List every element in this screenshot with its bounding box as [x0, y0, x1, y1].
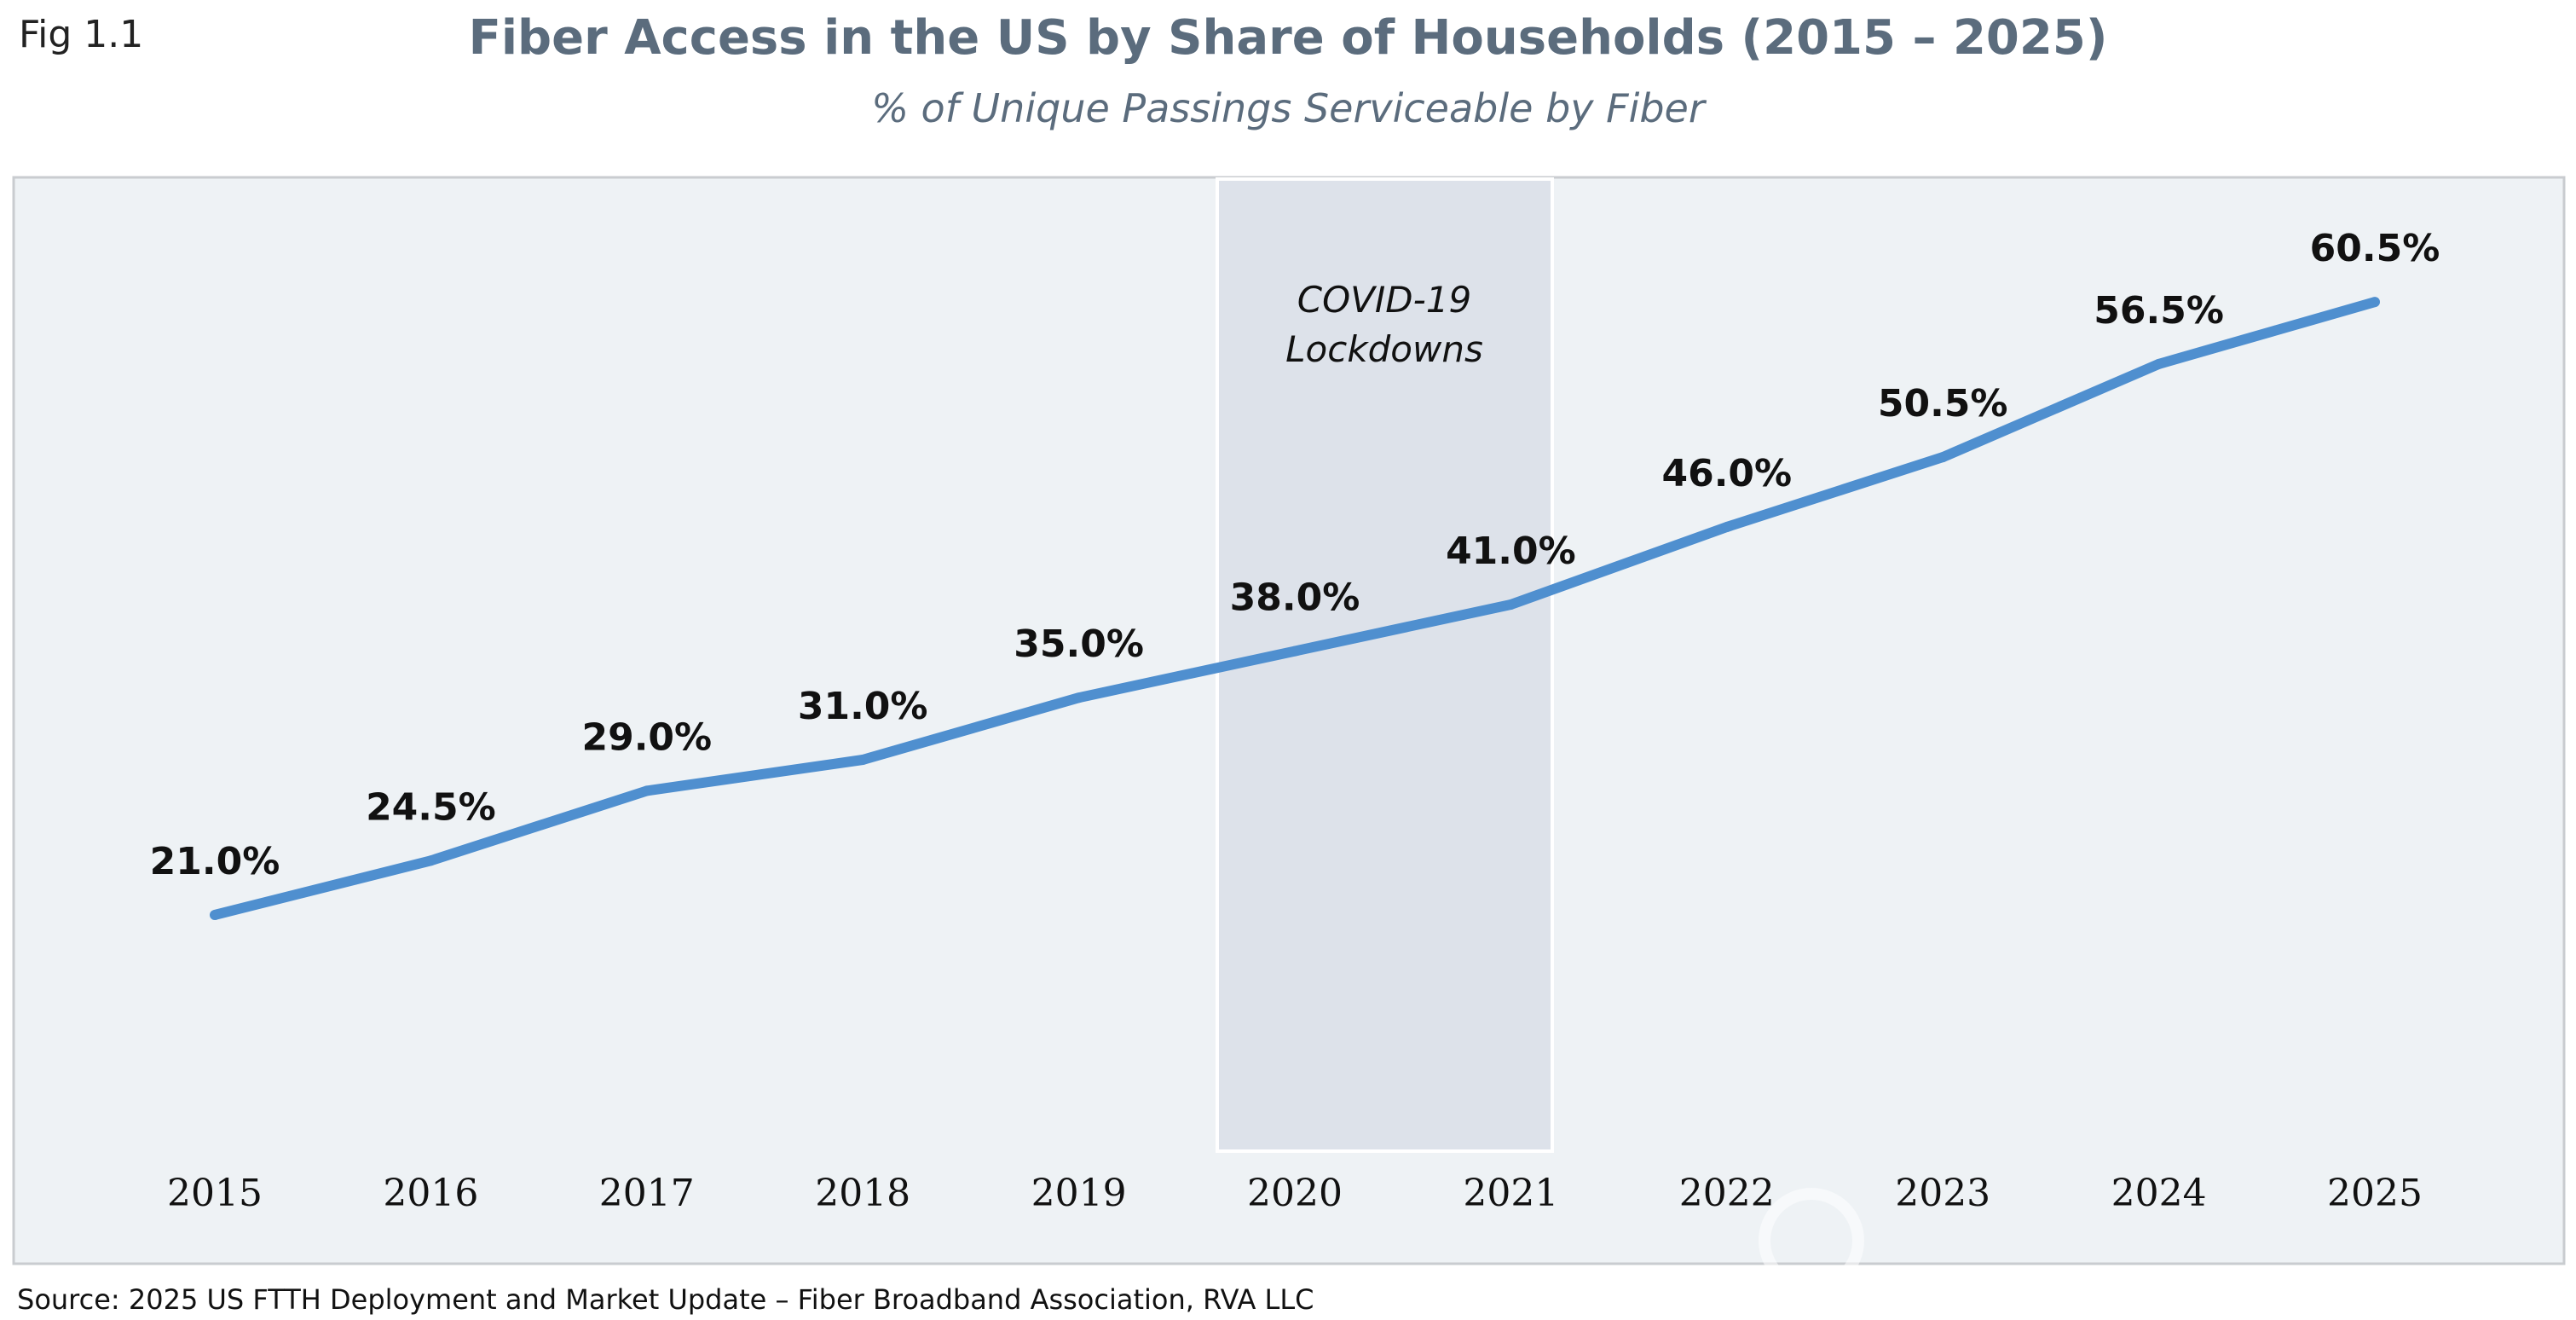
- x-tick-2017: 2017: [599, 1172, 695, 1215]
- x-tick-2019: 2019: [1031, 1172, 1127, 1215]
- data-point-2025: [2370, 297, 2380, 308]
- x-tick-2016: 2016: [383, 1172, 478, 1215]
- chart-title: Fiber Access in the US by Share of House…: [469, 10, 2108, 66]
- data-label-2024: 56.5%: [2094, 289, 2224, 333]
- data-label-2018: 31.0%: [798, 685, 928, 728]
- data-point-2020: [1290, 646, 1300, 657]
- chart-subtitle: % of Unique Passings Serviceable by Fibe…: [871, 85, 1707, 131]
- x-tick-2023: 2023: [1895, 1172, 1990, 1215]
- source-note: Source: 2025 US FTTH Deployment and Mark…: [17, 1283, 1314, 1316]
- watermark-logo-icon: [1759, 1188, 1864, 1294]
- figure-label: Fig 1.1: [19, 13, 143, 56]
- data-point-2024: [2153, 358, 2164, 369]
- data-point-2015: [210, 910, 220, 920]
- x-tick-2018: 2018: [815, 1172, 910, 1215]
- x-tick-2024: 2024: [2111, 1172, 2207, 1215]
- data-label-2023: 50.5%: [1878, 382, 2008, 426]
- x-tick-2015: 2015: [167, 1172, 263, 1215]
- x-tick-2025: 2025: [2327, 1172, 2423, 1215]
- data-point-2023: [1938, 452, 1949, 463]
- data-label-2017: 29.0%: [581, 715, 712, 759]
- data-label-2021: 41.0%: [1446, 530, 1576, 573]
- data-label-2022: 46.0%: [1661, 452, 1792, 495]
- data-point-2019: [1073, 692, 1084, 703]
- covid-annotation-line2: Lockdowns: [1285, 328, 1483, 370]
- x-tick-2020: 2020: [1247, 1172, 1343, 1215]
- covid-annotation-line1: COVID-19: [1297, 279, 1471, 321]
- covid-lockdown-band: [1216, 177, 1554, 1153]
- x-tick-2022: 2022: [1679, 1172, 1775, 1215]
- watermark: [1759, 1188, 1864, 1294]
- data-label-2016: 24.5%: [366, 785, 496, 829]
- x-tick-2021: 2021: [1463, 1172, 1558, 1215]
- data-point-2018: [858, 755, 869, 765]
- data-label-2019: 35.0%: [1014, 622, 1144, 666]
- data-label-2015: 21.0%: [150, 840, 280, 883]
- data-point-2021: [1505, 599, 1516, 610]
- data-point-2022: [1721, 522, 1732, 532]
- data-point-2016: [425, 855, 436, 866]
- data-label-2020: 38.0%: [1230, 576, 1360, 620]
- data-point-2017: [641, 785, 652, 796]
- data-label-2025: 60.5%: [2310, 227, 2440, 270]
